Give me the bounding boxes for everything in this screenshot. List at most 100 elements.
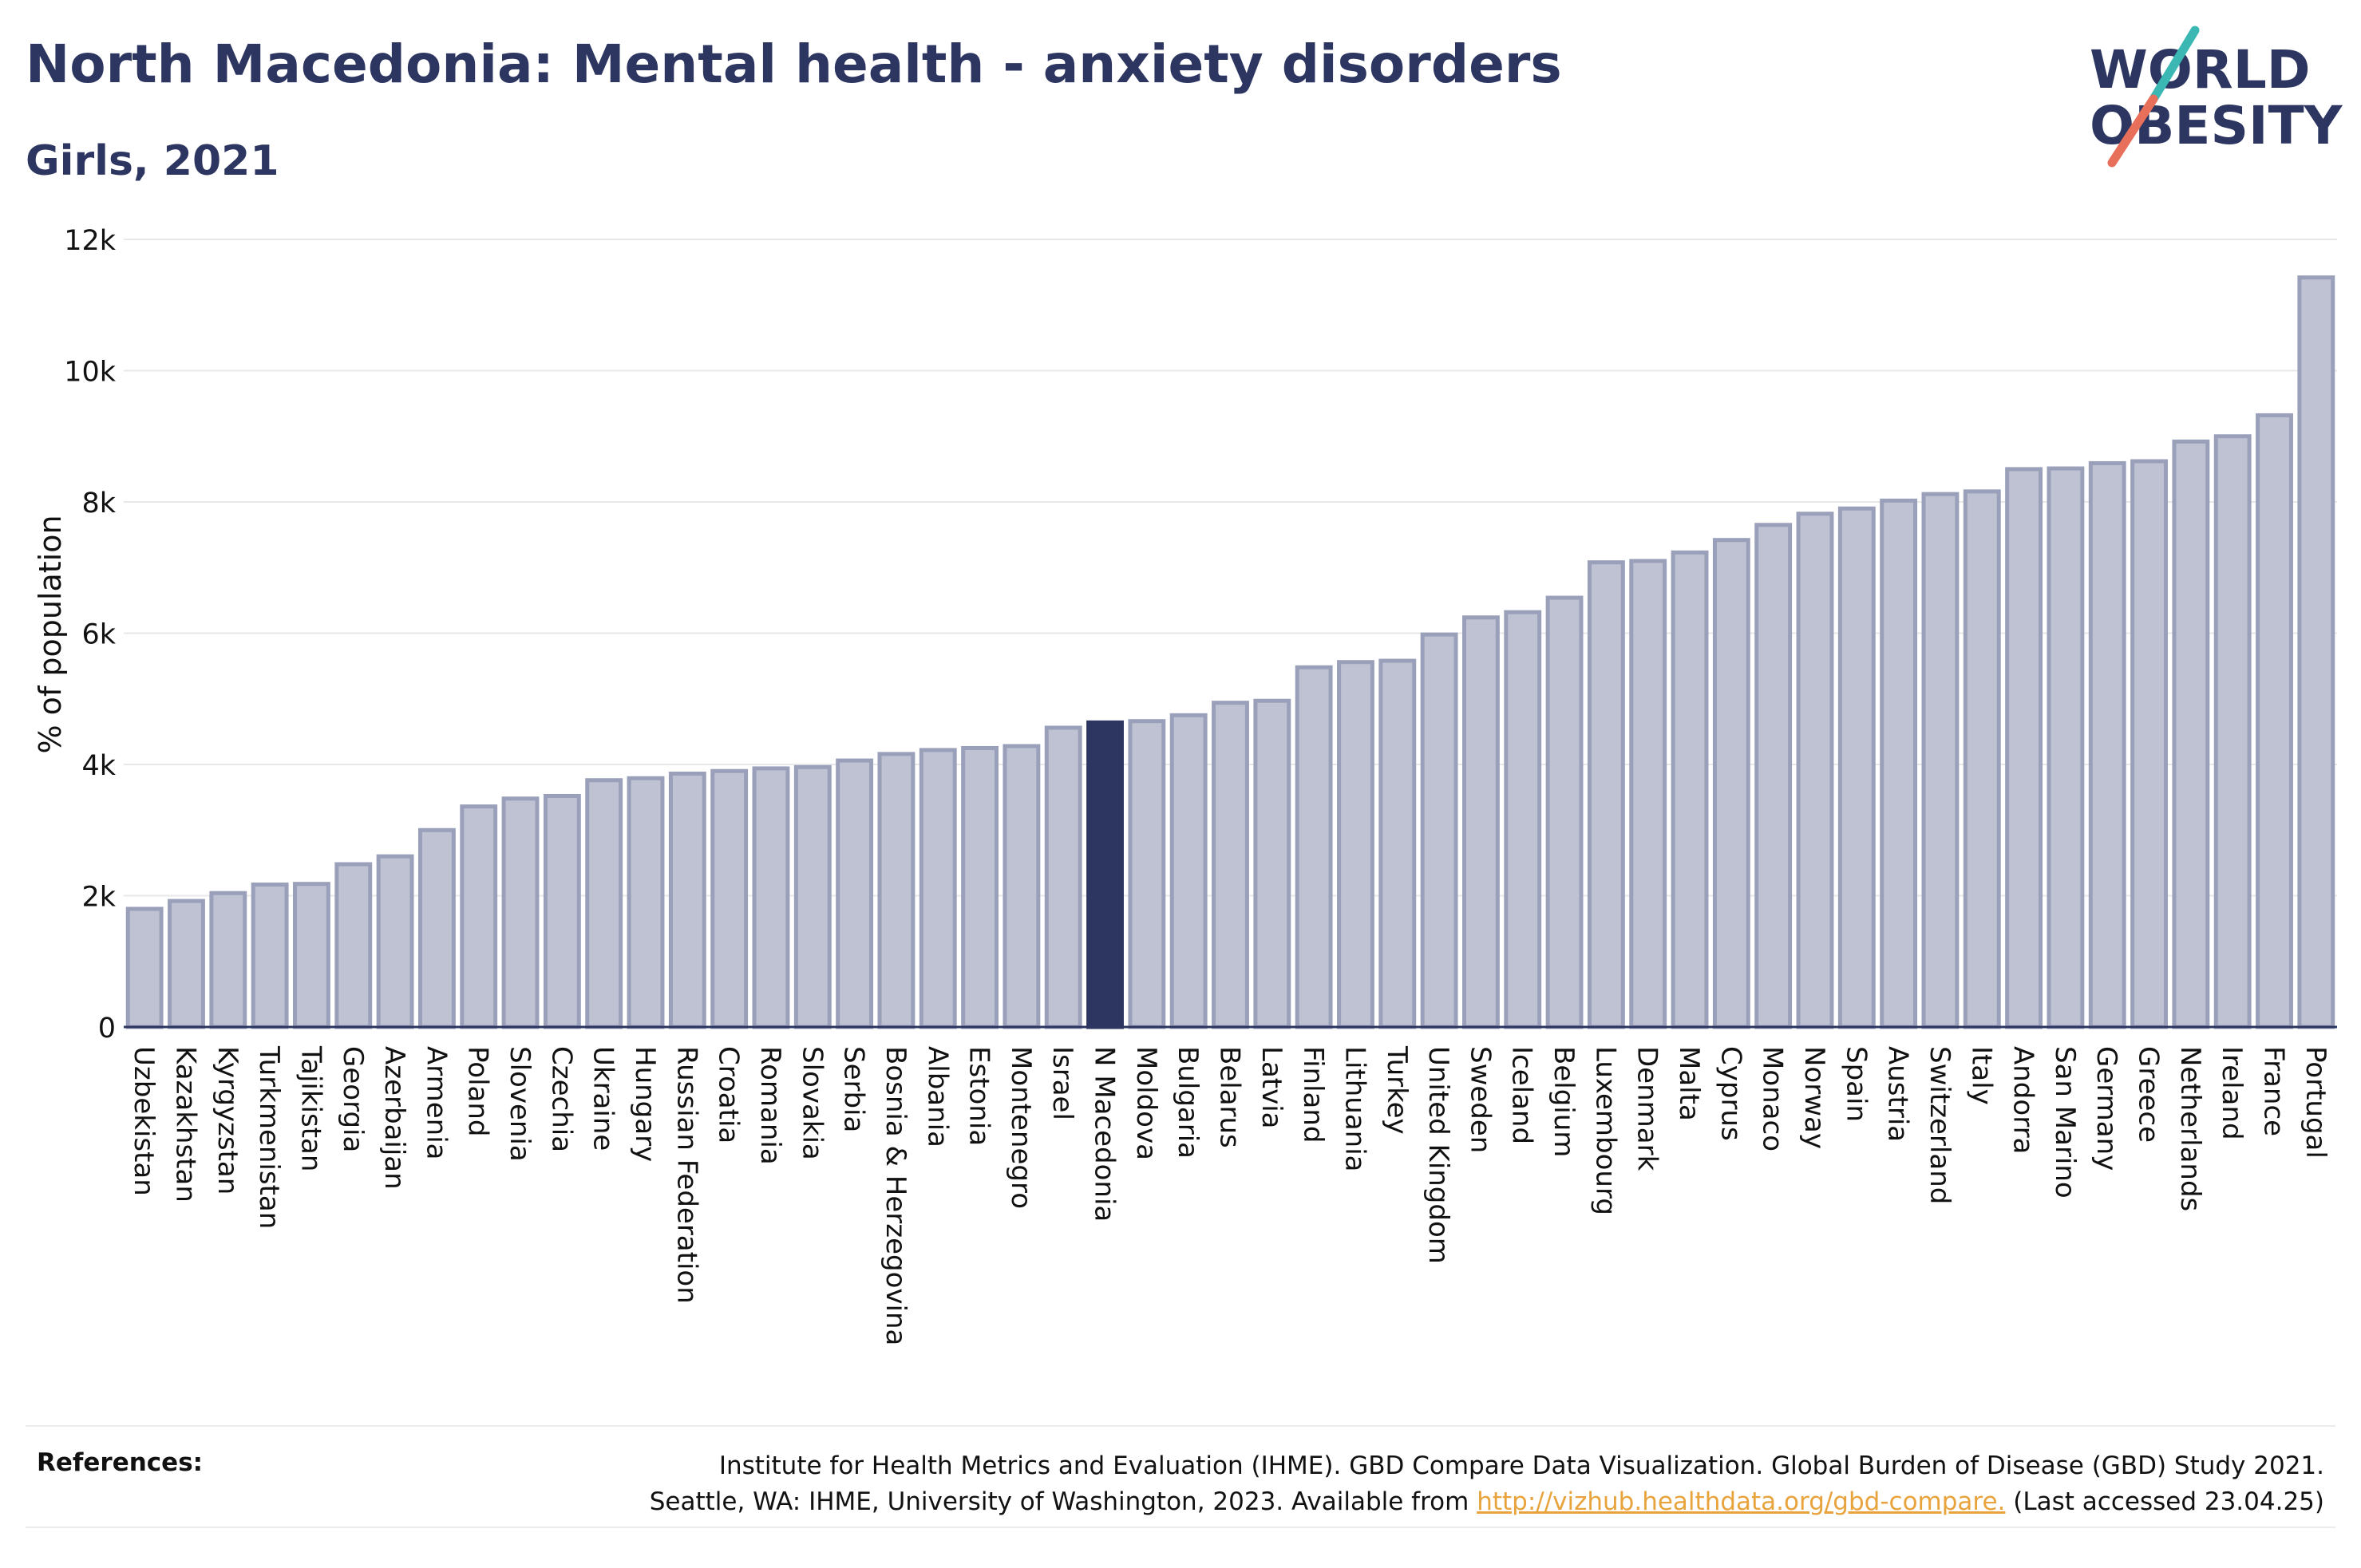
bar-uzbekistan <box>125 906 164 1029</box>
bar-turkmenistan <box>251 883 289 1029</box>
chart-subtitle: Girls, 2021 <box>26 137 279 185</box>
bar-france <box>2256 413 2293 1029</box>
reference-link[interactable]: http://vizhub.healthdata.org/gbd-compare… <box>1477 1487 2006 1516</box>
x-tick-label: San Marino <box>2049 1046 2081 1199</box>
x-tick-label: Germany <box>2090 1046 2122 1171</box>
y-tick-label: 12k <box>64 225 117 257</box>
bar-cyprus <box>1712 538 1750 1029</box>
x-tick-label: Switzerland <box>1924 1046 1956 1204</box>
logo-word-world: WORLD <box>2090 39 2311 101</box>
reference-line-2-end: (Last accessed 23.04.25) <box>2005 1487 2324 1516</box>
bar-russian-federation <box>668 772 706 1029</box>
bar-moldova <box>1128 719 1166 1029</box>
x-tick-label: Armenia <box>420 1046 452 1160</box>
bar-chart: 0 2k 4k 6k 8k 10k 12k Uzbekistan Kazakhstan Kyrg… <box>33 225 2337 1345</box>
x-tick-label: Kyrgyzstan <box>212 1046 243 1195</box>
bar-turkey <box>1378 658 1417 1029</box>
reference-line-2-start: Seattle, WA: IHME, University of Washing… <box>649 1487 1477 1516</box>
x-tick-label: Israel <box>1046 1046 1078 1120</box>
logo-slash-teal <box>2149 26 2200 104</box>
x-tick-label: Tajikistan <box>295 1045 326 1171</box>
x-tick-label: Netherlands <box>2174 1046 2206 1211</box>
references-label: References: <box>37 1448 204 1477</box>
x-tick-label: Georgia <box>337 1046 369 1152</box>
x-tick-label: Albania <box>921 1046 953 1147</box>
x-tick-label: Austria <box>1882 1046 1914 1142</box>
bar-lithuania <box>1337 660 1374 1029</box>
y-axis-label: % of population <box>33 515 68 753</box>
bar-spain <box>1837 506 1876 1029</box>
x-tick-label: Ireland <box>2216 1046 2248 1140</box>
x-tick-label: Latvia <box>1256 1046 1287 1129</box>
bar-andorra <box>2005 467 2043 1029</box>
y-tick-label: 6k <box>81 619 116 651</box>
bar-poland <box>460 804 498 1029</box>
bar-switzerland <box>1921 492 1960 1029</box>
x-tick-label: Uzbekistan <box>128 1046 160 1196</box>
y-tick-label: 4k <box>81 750 116 782</box>
x-tick-label: Greece <box>2133 1046 2165 1143</box>
bar-sweden <box>1461 615 1500 1029</box>
x-tick-labels: Uzbekistan Kazakhstan Kyrgyzstan Turkmenist… <box>128 1045 2331 1345</box>
x-tick-label: Iceland <box>1506 1046 1538 1144</box>
bar-romania <box>752 766 790 1029</box>
bar-monaco <box>1754 523 1793 1029</box>
bar-tajikistan <box>293 882 330 1029</box>
x-tick-label: Spain <box>1840 1046 1872 1122</box>
references-footer: References: Institute for Health Metrics… <box>26 1425 2335 1528</box>
bar-finland <box>1295 665 1333 1029</box>
bar-czechia <box>543 793 581 1029</box>
references-text: Institute for Health Metrics and Evaluat… <box>650 1448 2324 1520</box>
x-tick-label: Ukraine <box>587 1046 619 1151</box>
x-tick-label: Montenegro <box>1005 1046 1037 1209</box>
chart-title: North Macedonia: Mental health - anxiety… <box>26 34 1562 95</box>
bar-israel <box>1044 725 1082 1029</box>
bar-latvia <box>1253 698 1291 1029</box>
x-tick-label: Belgium <box>1548 1046 1580 1157</box>
bar-bosnia-herzegovina <box>877 752 916 1029</box>
x-tick-label: Belarus <box>1214 1046 1246 1148</box>
bar-belarus <box>1212 701 1249 1029</box>
bar-montenegro <box>1003 744 1041 1029</box>
x-tick-label: Czechia <box>545 1046 577 1152</box>
x-tick-label: Croatia <box>713 1046 745 1143</box>
bar-slovenia <box>501 796 540 1029</box>
x-tick-label: Norway <box>1798 1046 1830 1149</box>
bar-netherlands <box>2172 439 2210 1029</box>
bar-san-marino <box>2047 466 2085 1029</box>
bar-kazakhstan <box>168 899 205 1029</box>
x-tick-label: Denmark <box>1631 1046 1663 1171</box>
x-tick-label: United Kingdom <box>1422 1046 1454 1264</box>
bar-denmark <box>1629 559 1667 1029</box>
y-tick-labels: 0 2k 4k 6k 8k 10k 12k <box>64 225 117 1045</box>
bar-austria <box>1880 498 1918 1029</box>
x-tick-label: N Macedonia <box>1089 1046 1121 1222</box>
y-tick-label: 0 <box>98 1013 116 1045</box>
x-tick-label: Turkmenistan <box>253 1045 285 1229</box>
bar-greece <box>2130 459 2168 1029</box>
bar-ireland <box>2213 434 2252 1029</box>
x-tick-label: Finland <box>1297 1046 1329 1143</box>
bar-norway <box>1796 511 1834 1029</box>
x-tick-label: Lithuania <box>1339 1046 1370 1171</box>
bar-georgia <box>334 862 373 1029</box>
bar-serbia <box>836 758 874 1029</box>
x-tick-label: Romania <box>754 1046 786 1165</box>
x-tick-label: Azerbaijan <box>378 1046 410 1190</box>
x-tick-label: Andorra <box>2007 1046 2039 1154</box>
bar-albania <box>919 748 957 1029</box>
bar-armenia <box>417 827 456 1029</box>
bar-slovakia <box>793 764 832 1029</box>
x-tick-label: Luxembourg <box>1589 1046 1621 1215</box>
x-tick-label: Monaco <box>1757 1046 1789 1151</box>
bar-united-kingdom <box>1420 632 1458 1029</box>
y-tick-label: 8k <box>81 488 116 519</box>
x-tick-label: Malta <box>1673 1046 1705 1121</box>
x-tick-label: Hungary <box>629 1046 661 1162</box>
x-tick-label: Sweden <box>1464 1046 1496 1153</box>
x-tick-label: Portugal <box>2300 1046 2331 1159</box>
bar-iceland <box>1504 610 1542 1029</box>
bar-ukraine <box>585 778 623 1029</box>
x-tick-label: Moldova <box>1130 1046 1162 1160</box>
reference-line-1: Institute for Health Metrics and Evaluat… <box>718 1451 2324 1480</box>
